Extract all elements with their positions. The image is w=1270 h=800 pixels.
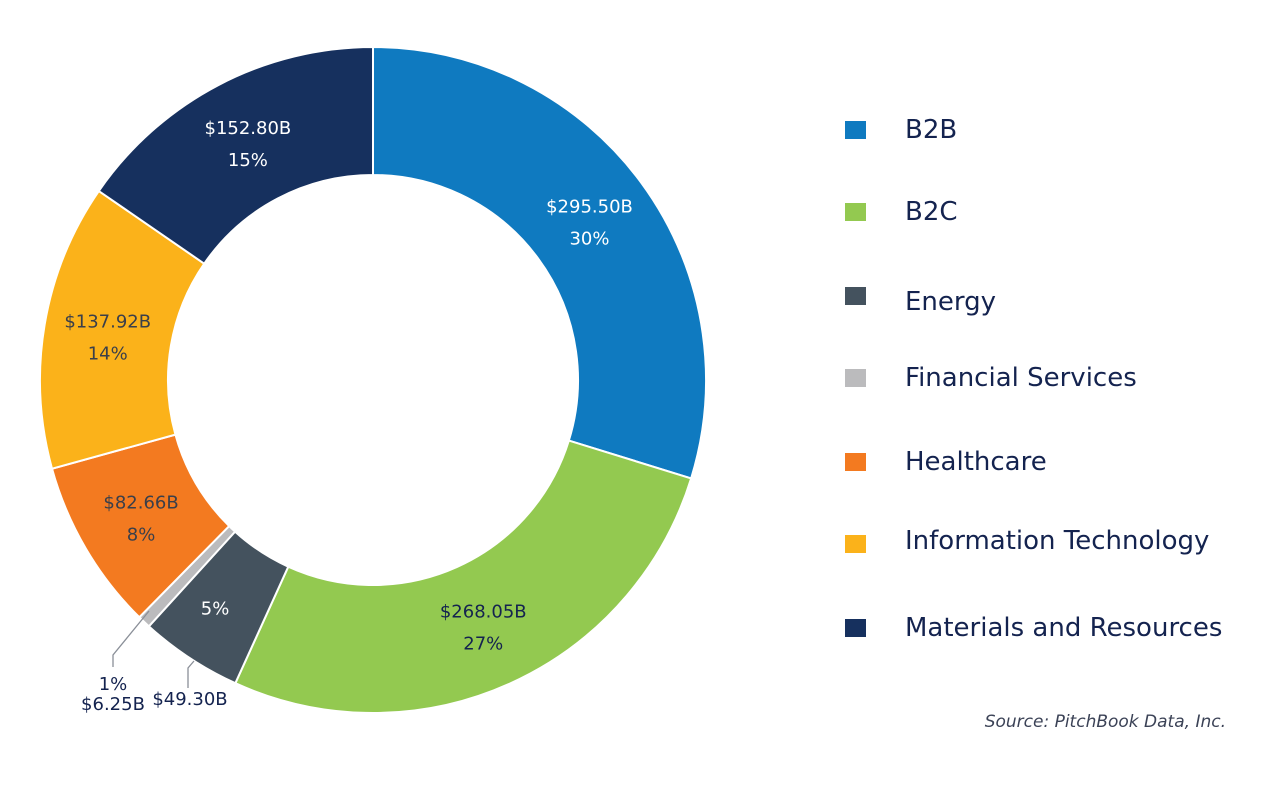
value-label-b2c: $268.05B [440,601,527,622]
slice-b2b [372,45,707,480]
slice-materials-and-resources [97,45,374,266]
value-label-b2b: $295.50B [546,196,633,217]
value-label-materials-and-resources: $152.80B [205,118,292,139]
value-label-healthcare: $82.66B [103,492,178,513]
value-label-information-technology: $137.92B [64,311,151,332]
legend-label: Materials and Resources [905,613,1223,643]
legend-swatch [845,121,866,139]
legend-swatch [845,535,866,553]
value-label-energy: $49.30B [152,689,227,710]
legend-label: Healthcare [905,447,1047,477]
legend-label: Information Technology [905,526,1210,556]
legend-swatch [845,287,866,305]
value-label-financial-services: $6.25B [81,694,145,715]
legend-label: Energy [905,287,997,317]
source-note: Source: PitchBook Data, Inc. [984,712,1226,732]
percent-label-materials-and-resources: 15% [228,150,268,171]
legend-label: B2B [905,115,958,145]
slice-b2c [234,439,693,714]
percent-label-healthcare: 8% [127,524,156,545]
legend-swatch [845,453,866,471]
percent-label-b2b: 30% [569,228,609,249]
leader-line [187,660,195,688]
percent-label-financial-services: 1% [99,674,128,695]
percent-label-information-technology: 14% [88,343,128,364]
legend-swatch [845,619,866,637]
legend-label: B2C [905,197,958,227]
leader-line [112,610,150,667]
percent-label-b2c: 27% [463,633,503,654]
legend-swatch [845,369,866,387]
legend-swatch [845,203,866,221]
legend-label: Financial Services [905,363,1137,393]
percent-label-energy: 5% [201,599,230,620]
donut-chart: $295.50B 30% $268.05B 27% 5% $49.30B 1%$6.25B $… [39,45,707,715]
